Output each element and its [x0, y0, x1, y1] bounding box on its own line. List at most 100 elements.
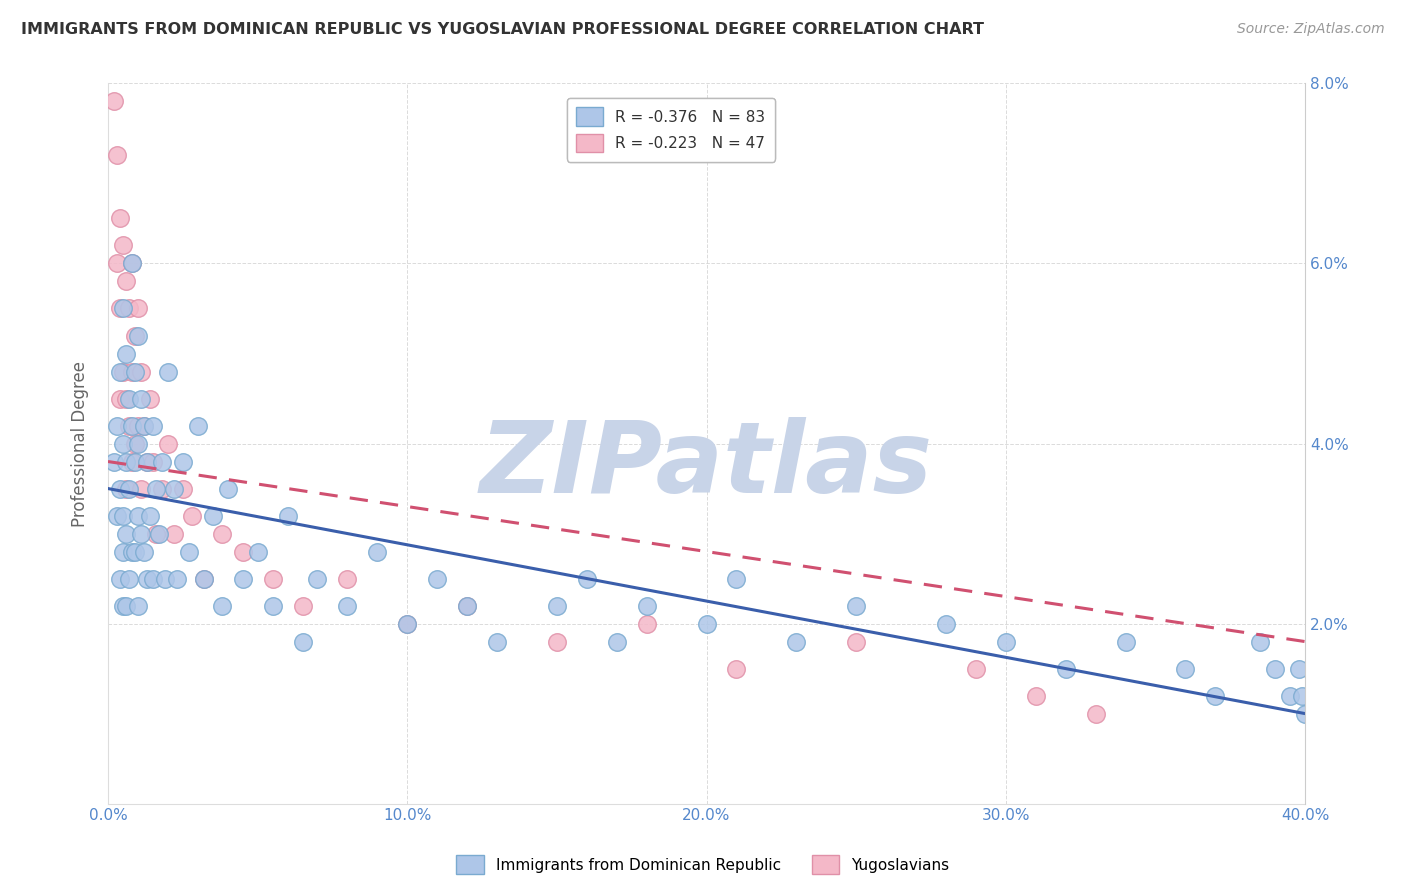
Point — [124, 544, 146, 558]
Point — [121, 256, 143, 270]
Point — [118, 572, 141, 586]
Point — [142, 418, 165, 433]
Point — [108, 572, 131, 586]
Point — [118, 392, 141, 406]
Point — [396, 616, 419, 631]
Point — [232, 572, 254, 586]
Text: Source: ZipAtlas.com: Source: ZipAtlas.com — [1237, 22, 1385, 37]
Point — [135, 572, 157, 586]
Point — [111, 238, 134, 252]
Point — [307, 572, 329, 586]
Point — [103, 454, 125, 468]
Point — [336, 599, 359, 613]
Point — [111, 508, 134, 523]
Point — [129, 392, 152, 406]
Point — [118, 301, 141, 316]
Point — [291, 599, 314, 613]
Point — [935, 616, 957, 631]
Point — [366, 544, 388, 558]
Point — [135, 454, 157, 468]
Point — [636, 599, 658, 613]
Point — [1288, 662, 1310, 676]
Point — [1025, 689, 1047, 703]
Point — [115, 275, 138, 289]
Point — [193, 572, 215, 586]
Point — [145, 526, 167, 541]
Point — [636, 616, 658, 631]
Point — [139, 392, 162, 406]
Point — [546, 599, 568, 613]
Point — [108, 392, 131, 406]
Point — [129, 526, 152, 541]
Point — [725, 662, 748, 676]
Point — [105, 148, 128, 162]
Point — [103, 95, 125, 109]
Point — [150, 454, 173, 468]
Point — [246, 544, 269, 558]
Point — [546, 634, 568, 648]
Point — [994, 634, 1017, 648]
Point — [575, 572, 598, 586]
Point — [111, 544, 134, 558]
Point — [148, 526, 170, 541]
Point — [115, 599, 138, 613]
Point — [129, 364, 152, 378]
Point — [211, 599, 233, 613]
Point — [105, 256, 128, 270]
Point — [132, 544, 155, 558]
Point — [135, 454, 157, 468]
Point — [108, 364, 131, 378]
Point — [1291, 689, 1313, 703]
Point — [785, 634, 807, 648]
Point — [845, 634, 868, 648]
Point — [172, 454, 194, 468]
Point — [153, 572, 176, 586]
Point — [166, 572, 188, 586]
Point — [132, 418, 155, 433]
Point — [1174, 662, 1197, 676]
Point — [1264, 662, 1286, 676]
Point — [108, 482, 131, 496]
Point — [396, 616, 419, 631]
Point — [1279, 689, 1302, 703]
Point — [108, 301, 131, 316]
Point — [115, 454, 138, 468]
Point — [142, 454, 165, 468]
Point — [127, 301, 149, 316]
Point — [262, 572, 284, 586]
Point — [1249, 634, 1271, 648]
Point — [105, 508, 128, 523]
Point — [108, 211, 131, 226]
Text: ZIPatlas: ZIPatlas — [479, 417, 934, 514]
Point — [456, 599, 478, 613]
Point — [172, 482, 194, 496]
Point — [1294, 706, 1316, 721]
Point — [291, 634, 314, 648]
Point — [111, 364, 134, 378]
Legend: Immigrants from Dominican Republic, Yugoslavians: Immigrants from Dominican Republic, Yugo… — [450, 849, 956, 880]
Point — [139, 508, 162, 523]
Point — [277, 508, 299, 523]
Point — [262, 599, 284, 613]
Point — [105, 418, 128, 433]
Point — [127, 418, 149, 433]
Point — [606, 634, 628, 648]
Point — [111, 436, 134, 450]
Point — [163, 482, 186, 496]
Point — [177, 544, 200, 558]
Point — [696, 616, 718, 631]
Point — [845, 599, 868, 613]
Point — [127, 436, 149, 450]
Point — [1204, 689, 1226, 703]
Point — [150, 482, 173, 496]
Point — [121, 256, 143, 270]
Point — [111, 599, 134, 613]
Point — [121, 364, 143, 378]
Point — [156, 436, 179, 450]
Point — [142, 572, 165, 586]
Point — [115, 526, 138, 541]
Legend: R = -0.376   N = 83, R = -0.223   N = 47: R = -0.376 N = 83, R = -0.223 N = 47 — [567, 98, 775, 161]
Y-axis label: Professional Degree: Professional Degree — [72, 360, 89, 526]
Point — [156, 364, 179, 378]
Point — [217, 482, 239, 496]
